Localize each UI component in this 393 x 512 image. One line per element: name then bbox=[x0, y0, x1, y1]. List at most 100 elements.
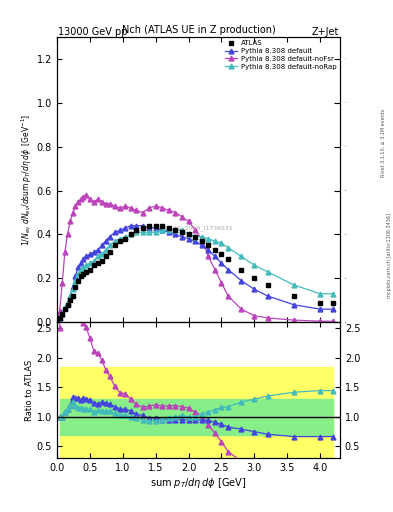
Pythia 8.308 default-noFsr bbox=[118, 205, 123, 211]
ATLAS bbox=[147, 223, 151, 229]
Pythia 8.308 default-noFsr bbox=[331, 318, 336, 324]
ATLAS bbox=[84, 269, 88, 275]
Pythia 8.308 default bbox=[186, 236, 191, 242]
Pythia 8.308 default-noRap bbox=[173, 227, 178, 233]
ATLAS bbox=[70, 293, 75, 299]
Pythia 8.308 default-noFsr bbox=[160, 205, 165, 211]
Pythia 8.308 default-noRap bbox=[55, 319, 59, 326]
Pythia 8.308 default bbox=[213, 253, 217, 260]
Pythia 8.308 default-noFsr bbox=[84, 192, 88, 198]
Pythia 8.308 default-noRap bbox=[60, 310, 64, 316]
Pythia 8.308 default-noFsr bbox=[68, 218, 72, 224]
Pythia 8.308 default-noFsr bbox=[265, 315, 270, 321]
ATLAS bbox=[73, 284, 78, 290]
Pythia 8.308 default-noRap bbox=[84, 262, 88, 268]
Y-axis label: Ratio to ATLAS: Ratio to ATLAS bbox=[25, 359, 34, 421]
Pythia 8.308 default-noRap bbox=[103, 247, 108, 253]
ATLAS bbox=[180, 229, 184, 236]
Pythia 8.308 default-noFsr bbox=[206, 253, 211, 260]
Pythia 8.308 default-noRap bbox=[78, 267, 83, 273]
ATLAS bbox=[60, 310, 64, 316]
ATLAS bbox=[123, 236, 128, 242]
Pythia 8.308 default-noFsr bbox=[193, 227, 198, 233]
ATLAS bbox=[153, 223, 158, 229]
Pythia 8.308 default-noRap bbox=[112, 238, 117, 244]
ATLAS bbox=[292, 293, 296, 299]
Pythia 8.308 default bbox=[129, 223, 133, 229]
Line: ATLAS: ATLAS bbox=[55, 223, 336, 325]
Pythia 8.308 default-noRap bbox=[199, 233, 204, 240]
Pythia 8.308 default bbox=[62, 305, 67, 311]
ATLAS bbox=[57, 315, 62, 321]
ATLAS bbox=[95, 260, 100, 266]
Pythia 8.308 default-noFsr bbox=[226, 293, 230, 299]
Line: Pythia 8.308 default-noFsr: Pythia 8.308 default-noFsr bbox=[55, 193, 336, 325]
Title: Nch (ATLAS UE in Z production): Nch (ATLAS UE in Z production) bbox=[121, 25, 275, 35]
ATLAS bbox=[265, 282, 270, 288]
Pythia 8.308 default-noRap bbox=[134, 229, 138, 236]
ATLAS bbox=[78, 273, 83, 279]
Pythia 8.308 default-noRap bbox=[213, 238, 217, 244]
Pythia 8.308 default-noFsr bbox=[70, 209, 75, 216]
Pythia 8.308 default-noRap bbox=[239, 253, 244, 260]
Pythia 8.308 default-noRap bbox=[219, 240, 224, 246]
Pythia 8.308 default-noRap bbox=[76, 271, 81, 277]
Pythia 8.308 default-noFsr bbox=[129, 205, 133, 211]
ATLAS bbox=[65, 302, 70, 308]
Pythia 8.308 default-noRap bbox=[129, 231, 133, 238]
Pythia 8.308 default bbox=[180, 233, 184, 240]
ATLAS bbox=[99, 258, 104, 264]
Pythia 8.308 default-noFsr bbox=[107, 201, 112, 207]
Pythia 8.308 default bbox=[107, 233, 112, 240]
ATLAS bbox=[167, 225, 171, 231]
Pythia 8.308 default bbox=[78, 260, 83, 266]
ATLAS bbox=[160, 223, 165, 229]
ATLAS bbox=[193, 233, 198, 240]
Pythia 8.308 default-noRap bbox=[88, 260, 92, 266]
Pythia 8.308 default-noFsr bbox=[147, 205, 151, 211]
ATLAS bbox=[140, 225, 145, 231]
Pythia 8.308 default-noFsr bbox=[153, 203, 158, 209]
Pythia 8.308 default-noFsr bbox=[180, 214, 184, 220]
Pythia 8.308 default-noRap bbox=[153, 229, 158, 236]
Pythia 8.308 default-noFsr bbox=[60, 280, 64, 286]
Pythia 8.308 default-noRap bbox=[206, 236, 211, 242]
Pythia 8.308 default-noFsr bbox=[173, 209, 178, 216]
Pythia 8.308 default-noFsr bbox=[81, 194, 86, 200]
Pythia 8.308 default bbox=[153, 225, 158, 231]
Pythia 8.308 default-noRap bbox=[57, 315, 62, 321]
X-axis label: sum $p_T/d\eta\, d\phi$ [GeV]: sum $p_T/d\eta\, d\phi$ [GeV] bbox=[150, 476, 247, 490]
Pythia 8.308 default-noRap bbox=[118, 236, 123, 242]
Pythia 8.308 default bbox=[118, 227, 123, 233]
Pythia 8.308 default bbox=[123, 225, 128, 231]
Pythia 8.308 default bbox=[95, 247, 100, 253]
Pythia 8.308 default-noFsr bbox=[252, 313, 257, 319]
Pythia 8.308 default-noRap bbox=[81, 264, 86, 270]
ATLAS bbox=[62, 306, 67, 312]
Pythia 8.308 default-noFsr bbox=[99, 199, 104, 205]
Pythia 8.308 default bbox=[226, 267, 230, 273]
ATLAS bbox=[199, 238, 204, 244]
Pythia 8.308 default bbox=[199, 242, 204, 248]
Pythia 8.308 default-noFsr bbox=[103, 201, 108, 207]
Pythia 8.308 default bbox=[167, 229, 171, 236]
Pythia 8.308 default-noRap bbox=[70, 286, 75, 292]
Text: Z+Jet: Z+Jet bbox=[311, 27, 339, 37]
Text: 13000 GeV pp: 13000 GeV pp bbox=[58, 27, 128, 37]
ATLAS bbox=[129, 231, 133, 238]
ATLAS bbox=[206, 242, 211, 248]
Pythia 8.308 default bbox=[92, 249, 96, 255]
Pythia 8.308 default-noFsr bbox=[65, 231, 70, 238]
Pythia 8.308 default-noFsr bbox=[134, 207, 138, 214]
Pythia 8.308 default-noRap bbox=[331, 291, 336, 297]
Pythia 8.308 default bbox=[292, 302, 296, 308]
Pythia 8.308 default bbox=[160, 227, 165, 233]
Pythia 8.308 default-noFsr bbox=[318, 318, 323, 324]
ATLAS bbox=[331, 300, 336, 306]
Pythia 8.308 default-noFsr bbox=[95, 196, 100, 202]
Text: mcplots.cern.ch [arXiv:1306.3436]: mcplots.cern.ch [arXiv:1306.3436] bbox=[387, 214, 391, 298]
Pythia 8.308 default-noRap bbox=[95, 253, 100, 260]
Pythia 8.308 default bbox=[68, 293, 72, 299]
Pythia 8.308 default-noRap bbox=[180, 227, 184, 233]
ATLAS bbox=[213, 247, 217, 253]
